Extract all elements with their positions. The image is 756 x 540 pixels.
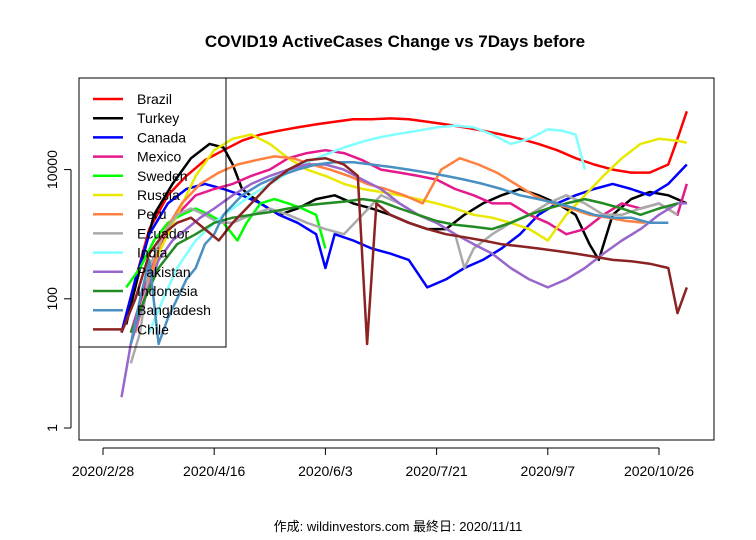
x-tick-label: 2020/9/7 [521, 463, 576, 479]
series-line-bangladesh [129, 160, 669, 346]
y-tick-label: 100 [44, 287, 60, 311]
legend-label: Pakistan [137, 264, 191, 280]
x-tick-label: 2020/10/26 [624, 463, 694, 479]
y-tick-label: 10000 [44, 150, 60, 189]
series-line-ecuador [129, 194, 679, 364]
series-line-pakistan [120, 163, 687, 398]
x-tick-label: 2020/4/16 [183, 463, 245, 479]
legend-label: Russia [137, 187, 180, 203]
series-line-peru [134, 155, 646, 333]
legend-label: Peru [137, 206, 167, 222]
legend-label: Canada [137, 129, 186, 145]
legend-box [78, 77, 227, 348]
footer-credit: 作成: wildinvestors.com 最終日: 2020/11/11 [274, 519, 523, 534]
chart-title: COVID19 ActiveCases Change vs 7Days befo… [205, 32, 585, 51]
legend-label: Mexico [137, 149, 182, 165]
y-tick-label: 1 [44, 424, 60, 432]
series-line-indonesia [129, 197, 678, 334]
x-axis: 2020/2/28 2020/4/16 2020/6/3 2020/7/21 2020/… [72, 447, 694, 479]
y-axis: 1 100 10000 [44, 150, 72, 432]
x-tick-label: 2020/6/3 [298, 463, 353, 479]
legend-label: Chile [137, 321, 169, 337]
series-line-india [148, 124, 587, 334]
legend-label: India [137, 245, 168, 261]
legend: Brazil Turkey Canada Mexico Sweden Russia Peru… [78, 77, 227, 348]
series-line-brazil [120, 110, 688, 333]
series-line-chile [120, 156, 688, 346]
series-line-sweden [125, 197, 327, 289]
legend-label: Brazil [137, 91, 172, 107]
series-layer [120, 110, 688, 398]
legend-label: Ecuador [137, 225, 189, 241]
legend-label: Indonesia [137, 283, 198, 299]
x-tick-label: 2020/2/28 [72, 463, 134, 479]
legend-label: Turkey [137, 110, 179, 126]
legend-label: Bangladesh [137, 302, 211, 318]
x-tick-label: 2020/7/21 [405, 463, 467, 479]
legend-label: Sweden [137, 168, 188, 184]
